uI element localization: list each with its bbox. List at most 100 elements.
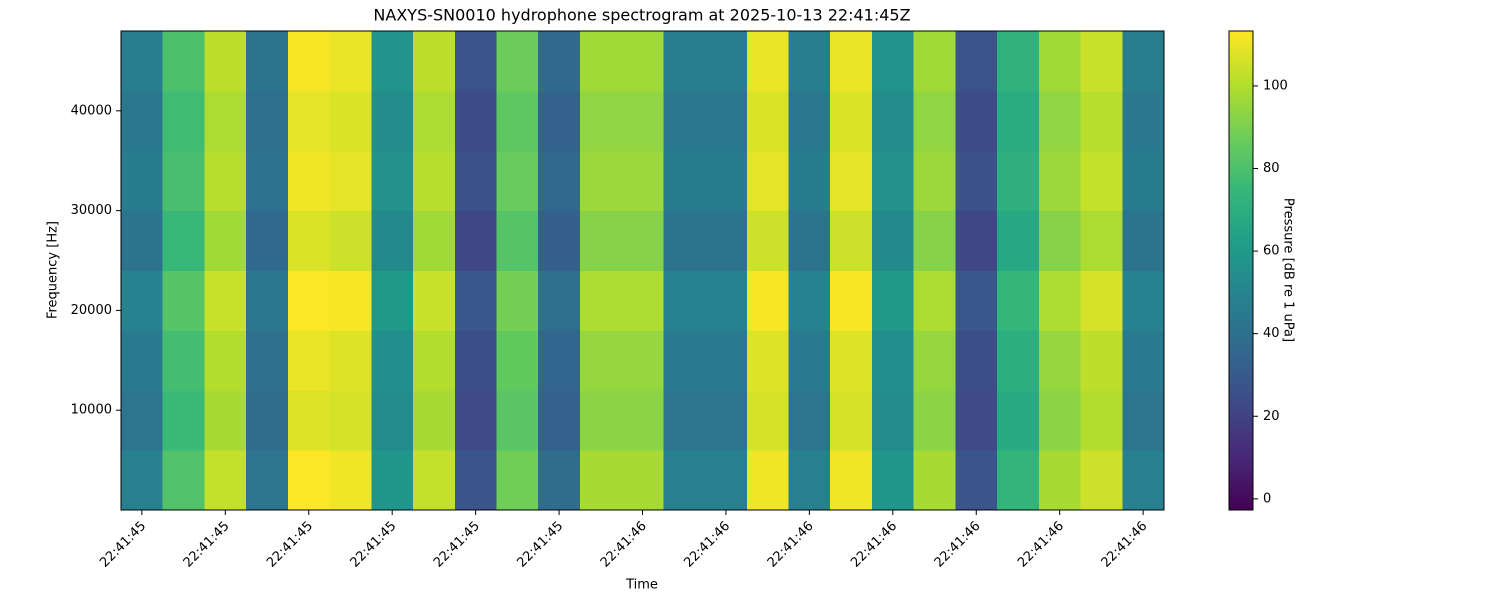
heatmap-cell — [329, 330, 372, 391]
heatmap-cell — [705, 330, 748, 391]
heatmap-cell — [162, 330, 205, 391]
heatmap-cell — [830, 270, 873, 331]
heatmap-cell — [1038, 450, 1082, 511]
heatmap-cell — [1080, 90, 1123, 152]
heatmap-cell — [246, 270, 289, 331]
heatmap-cell — [788, 270, 831, 331]
colorbar-tick-label: 80 — [1263, 161, 1280, 176]
heatmap-cell — [621, 330, 664, 391]
heatmap-cell — [204, 330, 247, 391]
heatmap-cell — [830, 390, 873, 451]
heatmap-cell — [162, 210, 205, 271]
heatmap-cell — [830, 90, 873, 152]
heatmap-cell — [1122, 270, 1165, 331]
x-tick-label: 22:41:45 — [181, 519, 233, 571]
heatmap-cell — [454, 210, 497, 271]
heatmap-cell — [663, 210, 706, 271]
heatmap-cell — [788, 390, 831, 451]
heatmap-cell — [454, 270, 497, 331]
heatmap-cell — [1038, 31, 1082, 92]
heatmap-cell — [538, 390, 581, 451]
x-tick-label: 22:41:46 — [765, 519, 817, 571]
heatmap-cell — [1122, 330, 1165, 391]
heatmap-cell — [204, 450, 247, 511]
heatmap-cell — [1122, 210, 1165, 271]
heatmap-cell — [246, 450, 289, 511]
x-tick-label: 22:41:45 — [431, 519, 483, 571]
heatmap-cell — [121, 150, 164, 212]
heatmap-cell — [204, 270, 247, 331]
heatmap-cell — [371, 210, 414, 271]
heatmap-cell — [454, 90, 497, 152]
heatmap-cell — [621, 90, 664, 152]
heatmap-cell — [621, 450, 664, 511]
heatmap-cell — [746, 270, 790, 331]
heatmap-cell — [287, 210, 331, 271]
heatmap-cell — [538, 210, 581, 271]
x-axis-label: Time — [625, 578, 658, 593]
heatmap-cell — [663, 450, 706, 511]
heatmap-cell — [746, 90, 790, 152]
heatmap-cell — [1038, 210, 1082, 271]
heatmap-cell — [329, 210, 372, 271]
heatmap-cell — [329, 390, 372, 451]
y-tick-label: 10000 — [71, 403, 112, 418]
heatmap-cell — [788, 150, 831, 212]
heatmap-cell — [1080, 390, 1123, 451]
heatmap-cell — [538, 90, 581, 152]
heatmap-cell — [1038, 270, 1082, 331]
heatmap — [121, 31, 1165, 511]
heatmap-cell — [246, 31, 289, 92]
heatmap-cell — [955, 210, 998, 271]
heatmap-cell — [997, 31, 1040, 92]
heatmap-cell — [1122, 31, 1165, 92]
heatmap-cell — [1080, 150, 1123, 212]
heatmap-cell — [329, 90, 372, 152]
heatmap-cell — [454, 450, 497, 511]
heatmap-cell — [1122, 150, 1165, 212]
heatmap-cell — [496, 210, 539, 271]
heatmap-cell — [538, 330, 581, 391]
heatmap-cell — [1038, 150, 1082, 212]
heatmap-cell — [162, 270, 205, 331]
heatmap-cell — [1080, 210, 1123, 271]
chart-title: NAXYS-SN0010 hydrophone spectrogram at 2… — [373, 6, 910, 25]
heatmap-cell — [121, 390, 164, 451]
heatmap-cell — [788, 330, 831, 391]
heatmap-cell — [997, 450, 1040, 511]
heatmap-cell — [955, 450, 998, 511]
heatmap-cell — [413, 210, 456, 271]
heatmap-cell — [830, 31, 873, 92]
heatmap-cell — [579, 150, 623, 212]
heatmap-cell — [788, 450, 831, 511]
heatmap-cell — [121, 31, 164, 92]
heatmap-cell — [1080, 330, 1123, 391]
heatmap-cell — [1122, 90, 1165, 152]
x-tick-label: 22:41:46 — [598, 519, 650, 571]
heatmap-cell — [1122, 450, 1165, 511]
heatmap-cell — [246, 390, 289, 451]
heatmap-cell — [204, 210, 247, 271]
colorbar-tick-label: 40 — [1263, 326, 1280, 341]
heatmap-cell — [371, 330, 414, 391]
heatmap-cell — [621, 390, 664, 451]
colorbar-tick-label: 20 — [1263, 409, 1280, 424]
heatmap-cell — [579, 210, 623, 271]
heatmap-cell — [287, 90, 331, 152]
heatmap-cell — [621, 270, 664, 331]
heatmap-cell — [413, 450, 456, 511]
heatmap-cell — [746, 31, 790, 92]
heatmap-cell — [496, 390, 539, 451]
colorbar — [1228, 30, 1254, 511]
heatmap-cell — [955, 90, 998, 152]
heatmap-cell — [997, 150, 1040, 212]
x-tick-label: 22:41:45 — [97, 519, 149, 571]
heatmap-cell — [496, 150, 539, 212]
heatmap-cell — [538, 150, 581, 212]
heatmap-cell — [162, 90, 205, 152]
x-tick-label: 22:41:45 — [264, 519, 316, 571]
heatmap-cell — [287, 330, 331, 391]
heatmap-cell — [454, 31, 497, 92]
heatmap-cell — [204, 90, 247, 152]
heatmap-cell — [371, 90, 414, 152]
